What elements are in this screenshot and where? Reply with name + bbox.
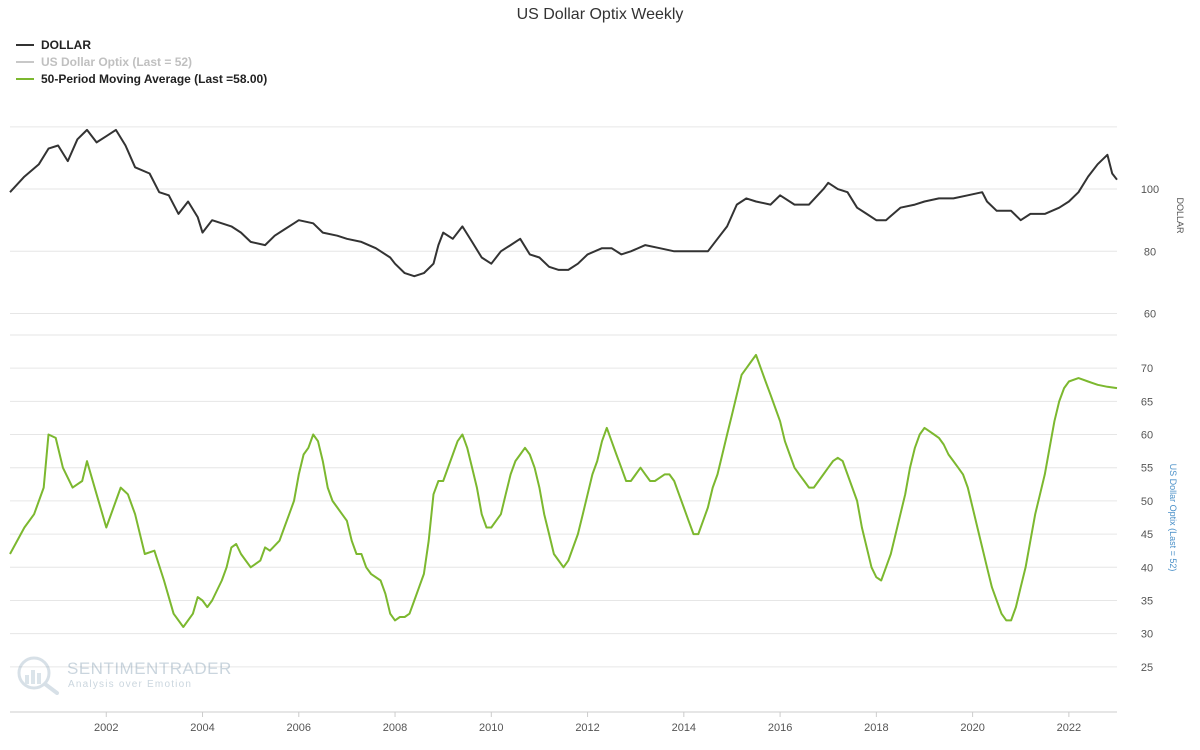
series-layer <box>9 128 1118 628</box>
x-tick-label: 2018 <box>864 722 888 734</box>
y-tick-label: 100 <box>1141 184 1159 196</box>
y-tick-label: 25 <box>1141 662 1153 674</box>
x-tick-label: 2020 <box>960 722 984 734</box>
chart-legend: DOLLAR US Dollar Optix (Last = 52) 50-Pe… <box>16 36 267 87</box>
x-tick-label: 2014 <box>672 722 696 734</box>
legend-label-optix: US Dollar Optix (Last = 52) <box>41 54 193 69</box>
y-tick-label: 80 <box>1144 246 1156 258</box>
legend-item-dollar[interactable]: DOLLAR <box>16 36 267 53</box>
y-tick-label: 45 <box>1141 529 1153 541</box>
legend-label-moving-average: 50-Period Moving Average (Last =58.00) <box>41 71 268 86</box>
legend-swatch-dollar <box>16 43 34 46</box>
legend-swatch-moving-average <box>16 77 34 80</box>
axis-layer: 60 80 100 DOLLAR 25 30 35 40 45 50 55 60 65 70 US Doll… <box>10 184 1185 734</box>
x-tick-label: 2008 <box>383 722 407 734</box>
y-tick-label: 60 <box>1141 430 1153 442</box>
legend-item-optix[interactable]: US Dollar Optix (Last = 52) <box>16 53 267 70</box>
magnifier-logo-icon <box>17 656 59 695</box>
y-tick-label: 60 <box>1144 309 1156 321</box>
series-line <box>9 128 1118 278</box>
watermark-tagline: Analysis over Emotion <box>68 679 193 690</box>
chart-title: US Dollar Optix Weekly <box>516 6 684 23</box>
x-tick-label: 2002 <box>94 722 118 734</box>
x-tick-label: 2004 <box>190 722 214 734</box>
y-tick-label: 40 <box>1141 562 1153 574</box>
legend-item-moving-average[interactable]: 50-Period Moving Average (Last =58.00) <box>16 70 267 87</box>
x-tick-label: 2006 <box>287 722 311 734</box>
legend-label-dollar: DOLLAR <box>41 37 91 52</box>
watermark-brand: SENTIMENTRADER <box>67 659 232 678</box>
x-tick-label: 2016 <box>768 722 792 734</box>
sentimentrader-watermark: SENTIMENTRADER Analysis over Emotion <box>12 655 232 695</box>
y-tick-label: 50 <box>1141 496 1153 508</box>
y-axis-title: US Dollar Optix (Last = 52) <box>1168 464 1178 572</box>
y-tick-label: 55 <box>1141 463 1153 475</box>
series-line <box>9 353 1118 628</box>
y-axis-title: DOLLAR <box>1175 197 1185 234</box>
y-tick-label: 70 <box>1141 363 1153 375</box>
y-tick-label: 35 <box>1141 595 1153 607</box>
y-tick-label: 65 <box>1141 396 1153 408</box>
legend-swatch-optix <box>16 60 34 63</box>
x-tick-label: 2010 <box>479 722 503 734</box>
x-tick-label: 2022 <box>1057 722 1081 734</box>
y-tick-label: 30 <box>1141 629 1153 641</box>
grid-layer <box>10 126 1117 668</box>
x-tick-label: 2012 <box>575 722 599 734</box>
